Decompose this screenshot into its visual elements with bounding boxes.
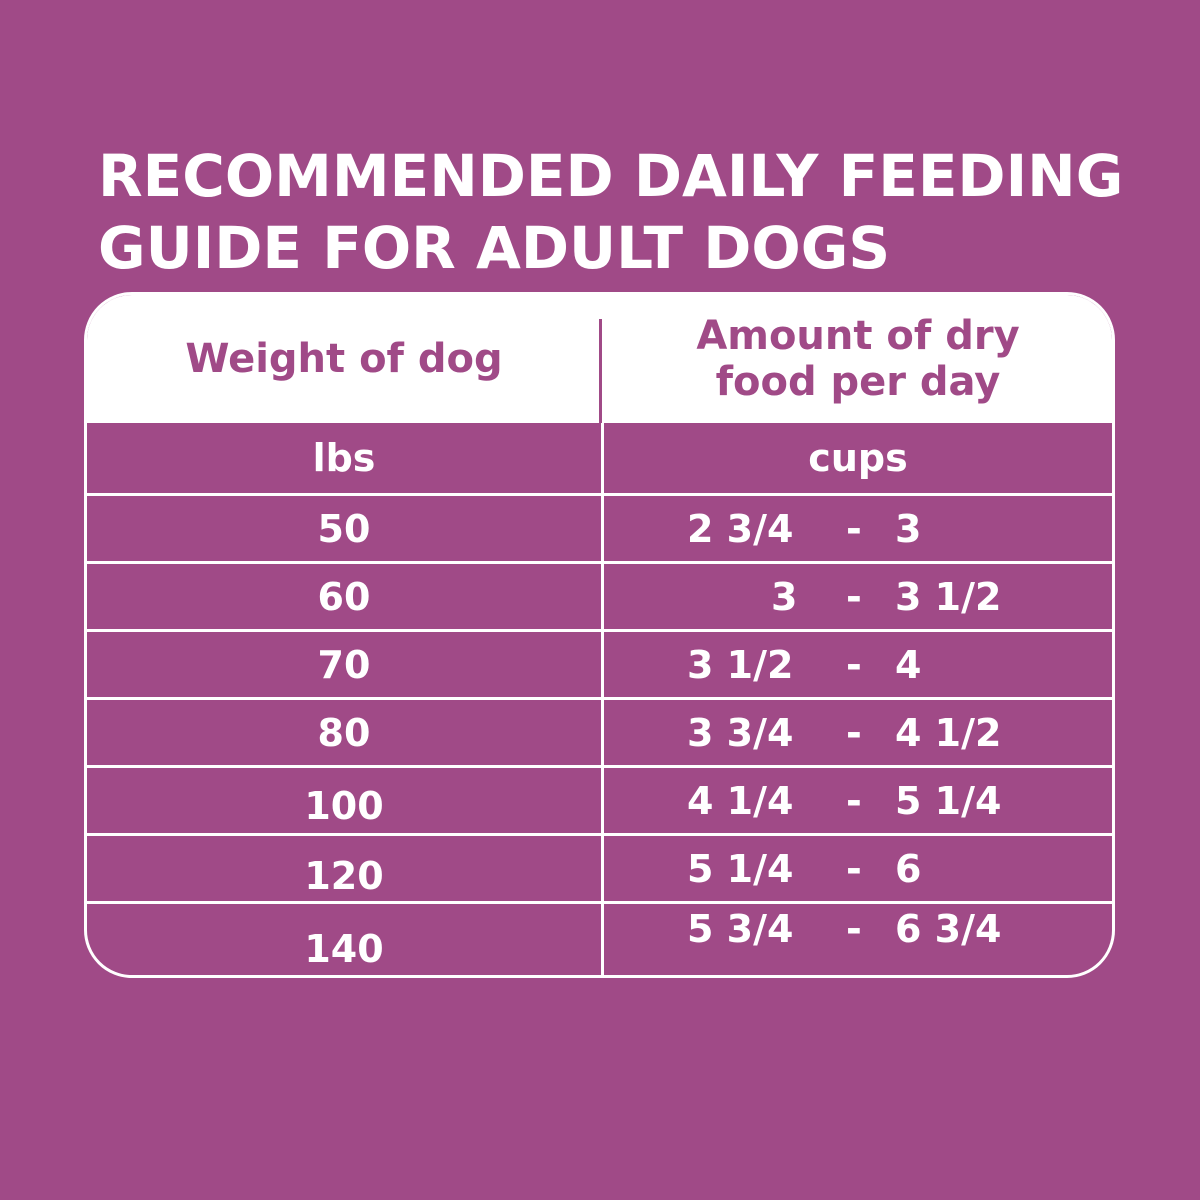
amount-min: 5 1/4	[687, 847, 794, 891]
title-line-1: RECOMMENDED DAILY FEEDING	[98, 142, 1124, 210]
unit-amount: cups	[808, 436, 908, 480]
row-divider	[87, 629, 1112, 632]
weight-cell: 80	[317, 711, 371, 755]
units-row: lbs cups	[87, 423, 1112, 496]
amount-cell: 3 1/2 - 4	[604, 632, 1112, 698]
amount-max: 4 1/2	[895, 711, 1002, 755]
header-weight: Weight of dog	[185, 336, 503, 382]
unit-weight: lbs	[312, 436, 376, 480]
row-divider	[87, 697, 1112, 700]
row-divider	[87, 493, 1112, 496]
table-row: 100 4 1/4 - 5 1/4	[87, 768, 1112, 836]
amount-cell: 5 3/4 - 6 3/4	[604, 904, 1112, 954]
table-row: 80 3 3/4 - 4 1/2	[87, 700, 1112, 768]
amount-separator: -	[846, 575, 862, 619]
header-amount-line-1: Amount of dry	[696, 313, 1020, 359]
amount-separator: -	[846, 779, 862, 823]
amount-min: 5 3/4	[687, 907, 794, 951]
amount-separator: -	[846, 711, 862, 755]
amount-separator: -	[846, 507, 862, 551]
weight-cell: 70	[317, 643, 371, 687]
row-divider	[87, 561, 1112, 564]
amount-min: 3 1/2	[687, 643, 794, 687]
table-row: 70 3 1/2 - 4	[87, 632, 1112, 700]
page-title: RECOMMENDED DAILY FEEDING GUIDE FOR ADUL…	[98, 140, 1138, 284]
amount-max: 6	[895, 847, 922, 891]
amount-separator: -	[846, 847, 862, 891]
amount-max: 3	[895, 507, 922, 551]
table-row: 120 5 1/4 - 6	[87, 836, 1112, 904]
feeding-table: Weight of dog Amount of dry food per day…	[84, 292, 1115, 978]
amount-min: 4 1/4	[687, 779, 794, 823]
amount-cell: 4 1/4 - 5 1/4	[604, 768, 1112, 834]
amount-cell: 3 - 3 1/2	[604, 564, 1112, 630]
weight-cell: 50	[317, 507, 371, 551]
amount-min: 2 3/4	[687, 507, 794, 551]
weight-cell: 120	[304, 854, 384, 898]
amount-max: 3 1/2	[895, 575, 1002, 619]
amount-separator: -	[846, 643, 862, 687]
table-row: 50 2 3/4 - 3	[87, 496, 1112, 564]
amount-max: 4	[895, 643, 922, 687]
row-divider	[87, 765, 1112, 768]
amount-separator: -	[846, 907, 862, 951]
row-divider	[87, 833, 1112, 836]
table-header: Weight of dog Amount of dry food per day	[87, 295, 1112, 423]
weight-cell: 60	[317, 575, 371, 619]
amount-min: 3 3/4	[687, 711, 794, 755]
weight-cell: 140	[304, 926, 384, 971]
title-line-2: GUIDE FOR ADULT DOGS	[98, 214, 891, 282]
amount-max: 6 3/4	[895, 907, 1002, 951]
table-row: 60 3 - 3 1/2	[87, 564, 1112, 632]
amount-cell: 2 3/4 - 3	[604, 496, 1112, 562]
row-divider	[87, 901, 1112, 904]
header-amount: Amount of dry food per day	[604, 295, 1112, 423]
amount-min: 3	[771, 575, 798, 619]
amount-cell: 3 3/4 - 4 1/2	[604, 700, 1112, 766]
header-divider	[599, 319, 602, 423]
table-row: 140 5 3/4 - 6 3/4	[87, 904, 1112, 975]
weight-cell: 100	[304, 784, 384, 828]
amount-cell: 5 1/4 - 6	[604, 836, 1112, 902]
amount-max: 5 1/4	[895, 779, 1002, 823]
header-amount-line-2: food per day	[715, 359, 1001, 405]
